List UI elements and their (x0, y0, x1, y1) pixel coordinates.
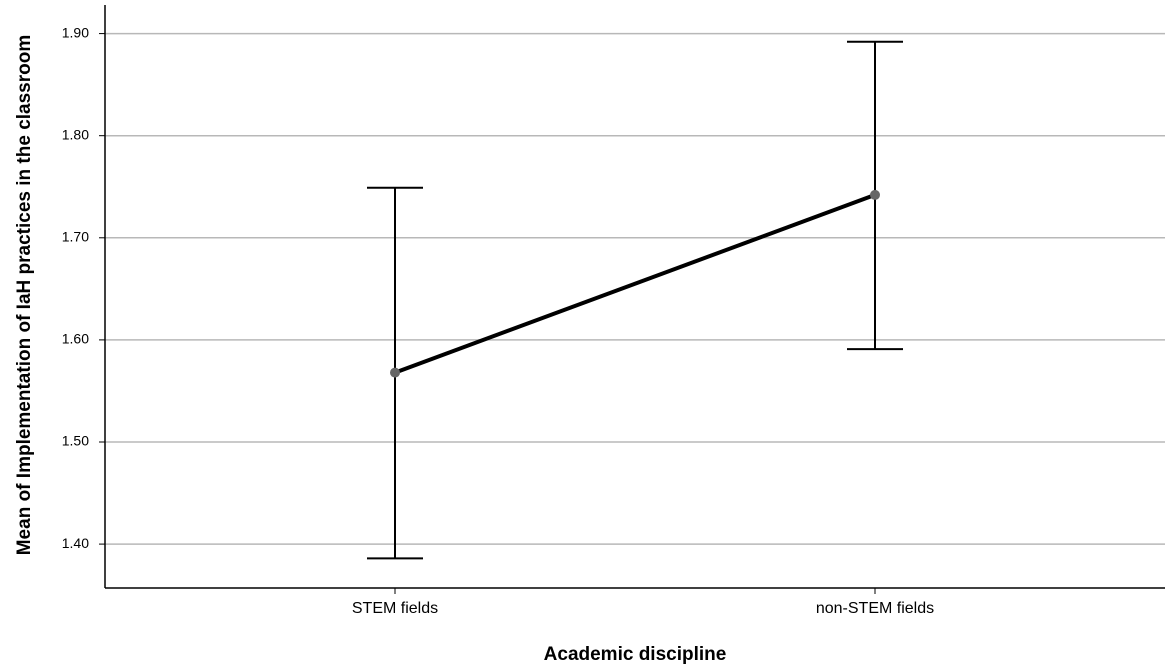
y-tick-label: 1.40 (62, 535, 89, 551)
y-tick-label: 1.70 (62, 228, 89, 244)
y-axis-label: Mean of Implementation of IaH practices … (14, 34, 35, 556)
x-axis-label: Academic discipline (544, 644, 727, 665)
x-tick-label: non-STEM fields (816, 600, 934, 617)
x-tick-label: STEM fields (352, 600, 438, 617)
y-tick-label: 1.90 (62, 24, 89, 40)
mean-point (390, 367, 400, 378)
y-tick-label: 1.80 (62, 126, 89, 142)
y-tick-label: 1.60 (62, 331, 89, 347)
mean-line (394, 193, 876, 375)
mean-point (870, 189, 880, 200)
y-tick-label: 1.50 (62, 433, 89, 449)
